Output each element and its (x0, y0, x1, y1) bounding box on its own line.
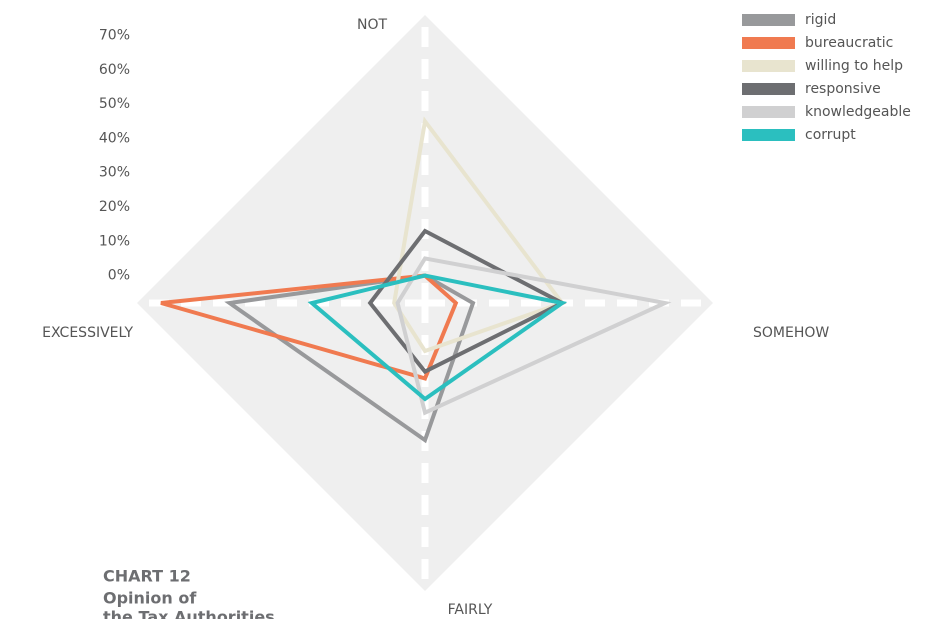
legend-label: knowledgeable (805, 104, 911, 120)
legend-label: corrupt (805, 127, 856, 143)
r-tick-label: 30% (99, 165, 130, 181)
r-tick-label: 0% (108, 268, 130, 284)
series-line (392, 116, 566, 354)
axis-label: NOT (357, 17, 387, 33)
legend-swatch (742, 37, 795, 49)
r-tick-label: 20% (99, 199, 130, 215)
legend-swatch (742, 106, 795, 118)
legend-swatch (742, 60, 795, 72)
r-tick-label: 50% (99, 96, 130, 112)
axis-label: FAIRLY (448, 602, 493, 618)
legend-label: rigid (805, 12, 836, 28)
axis-label: EXCESSIVELY (42, 325, 133, 341)
chart-subtitle: Opinion of (103, 589, 197, 608)
r-tick-label: 60% (99, 62, 130, 78)
series-line (160, 273, 459, 381)
r-tick-label: 70% (99, 28, 130, 44)
r-tick-label: 40% (99, 130, 130, 146)
chart-subtitle: the Tax Authorities (103, 608, 275, 619)
chart-title: CHART 12 (103, 567, 191, 586)
legend-label: bureaucratic (805, 35, 893, 51)
series-line (395, 256, 672, 416)
series-line (224, 273, 476, 444)
r-tick-label: 10% (99, 233, 130, 249)
background (131, 9, 719, 597)
series-line (307, 273, 568, 402)
legend-swatch (742, 14, 795, 26)
series-line (367, 228, 567, 375)
legend-swatch (742, 83, 795, 95)
legend-swatch (742, 129, 795, 141)
legend-label: responsive (805, 81, 881, 97)
legend-label: willing to help (805, 58, 903, 74)
axis-label: SOMEHOW (753, 325, 829, 341)
